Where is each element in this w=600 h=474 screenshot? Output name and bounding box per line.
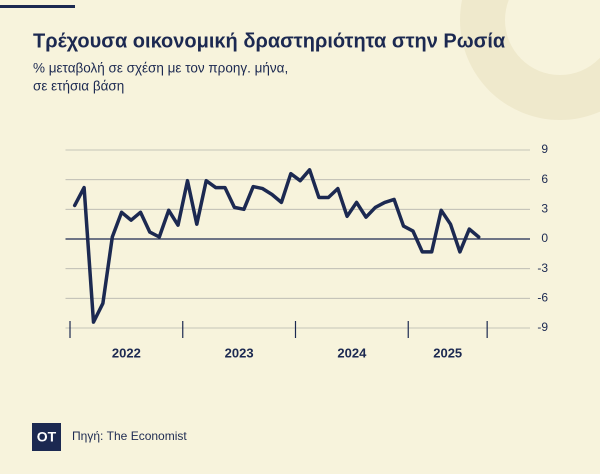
source: Πηγή: The Economist <box>72 429 187 443</box>
y-tick-label: -3 <box>537 261 548 275</box>
x-tick-label: 2024 <box>337 345 367 360</box>
logo-box <box>32 423 61 451</box>
y-tick-label: 0 <box>541 231 548 245</box>
logo: OT <box>37 429 57 445</box>
y-tick-label: 3 <box>541 202 548 216</box>
subtitle: σε ετήσια βάση <box>33 79 124 94</box>
y-tick-label: -9 <box>537 320 548 334</box>
subtitle: % μεταβολή σε σχέση με τον προηγ. μήνα, <box>33 61 288 76</box>
top-bar <box>0 5 75 8</box>
x-tick-label: 2025 <box>433 345 462 360</box>
x-tick-label: 2023 <box>225 345 254 360</box>
chart-title: Τρέχουσα οικονομική δραστηριότητα στην Ρ… <box>33 30 506 52</box>
y-tick-label: 9 <box>541 142 548 156</box>
y-tick-label: -6 <box>537 291 548 305</box>
y-tick-label: 6 <box>541 172 548 186</box>
line <box>72 168 481 324</box>
x-tick-label: 2022 <box>112 345 141 360</box>
decor-circle <box>505 0 600 75</box>
